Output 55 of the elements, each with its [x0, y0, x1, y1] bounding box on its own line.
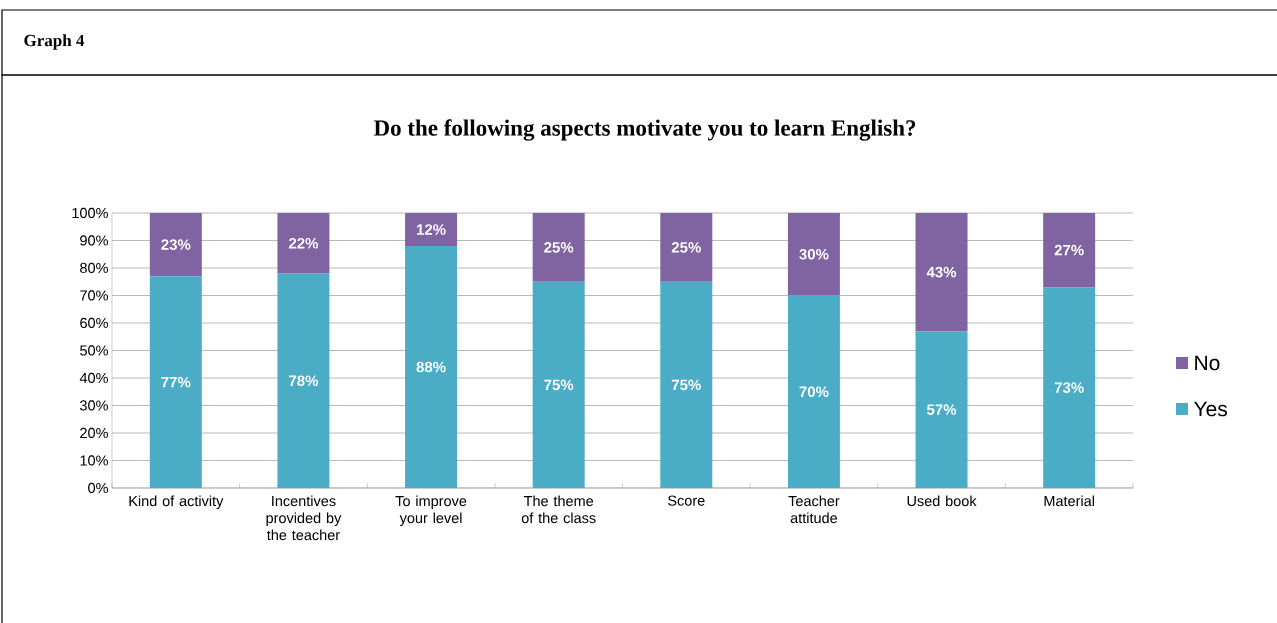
data-label: 22% — [288, 237, 319, 249]
bar — [277, 273, 330, 488]
x-tick-label: Material — [1044, 495, 1094, 507]
data-label: 30% — [799, 248, 829, 260]
y-tick-label: 70% — [80, 290, 108, 301]
data-label: 75% — [671, 379, 701, 391]
data-label: 78% — [289, 375, 319, 387]
bar — [277, 212, 330, 274]
data-label: 27% — [1054, 244, 1084, 256]
legend-label: Yes — [1193, 401, 1228, 417]
bar — [405, 212, 458, 246]
x-tick-label: Used book — [907, 495, 977, 507]
x-tick-label: The theme of the class — [521, 495, 596, 524]
y-tick-label: 10% — [80, 455, 108, 466]
bar — [787, 212, 840, 296]
bar — [532, 281, 585, 488]
data-label: 12% — [416, 224, 446, 235]
y-tick-label: 40% — [79, 372, 108, 384]
data-label: 75% — [544, 379, 574, 391]
bar — [1043, 287, 1096, 488]
data-label: 73% — [1054, 382, 1084, 393]
bar — [1043, 212, 1096, 288]
y-tick-label: 30% — [80, 400, 108, 411]
x-tick-label: Teacher attitude — [788, 495, 840, 524]
bar — [915, 331, 968, 488]
y-tick-label: 90% — [80, 235, 108, 246]
data-label: 25% — [544, 242, 574, 253]
x-tick-label: To improve your level — [395, 495, 467, 527]
data-label: 88% — [416, 361, 446, 373]
x-tick-label: Kind of activity — [129, 495, 224, 510]
data-label: 70% — [799, 386, 829, 398]
y-tick-label: 80% — [80, 262, 108, 274]
y-tick-label: 60% — [80, 317, 108, 329]
y-tick-label: 100% — [72, 207, 108, 219]
data-label: 25% — [671, 242, 701, 253]
data-label: 23% — [161, 239, 191, 250]
chart-title: Do the following aspects motivate you to learn English? — [373, 119, 916, 141]
y-tick-label: 0% — [88, 482, 108, 494]
bar — [660, 281, 713, 488]
bar — [915, 212, 968, 332]
x-tick-label: Incentives provided by the teacher — [266, 495, 342, 541]
y-tick-label: 50% — [80, 345, 108, 356]
data-label: 43% — [926, 266, 957, 278]
bar — [149, 212, 202, 277]
legend-label: No — [1195, 355, 1220, 371]
data-label: 57% — [927, 404, 957, 415]
x-tick-label: Score — [668, 495, 705, 506]
bar — [787, 295, 840, 488]
data-label: 77% — [161, 376, 191, 388]
bar — [532, 212, 585, 282]
bar — [149, 276, 202, 488]
y-tick-label: 20% — [80, 427, 108, 439]
caption: Graph 4 — [24, 34, 85, 50]
bar — [660, 212, 713, 282]
bar — [405, 245, 458, 488]
